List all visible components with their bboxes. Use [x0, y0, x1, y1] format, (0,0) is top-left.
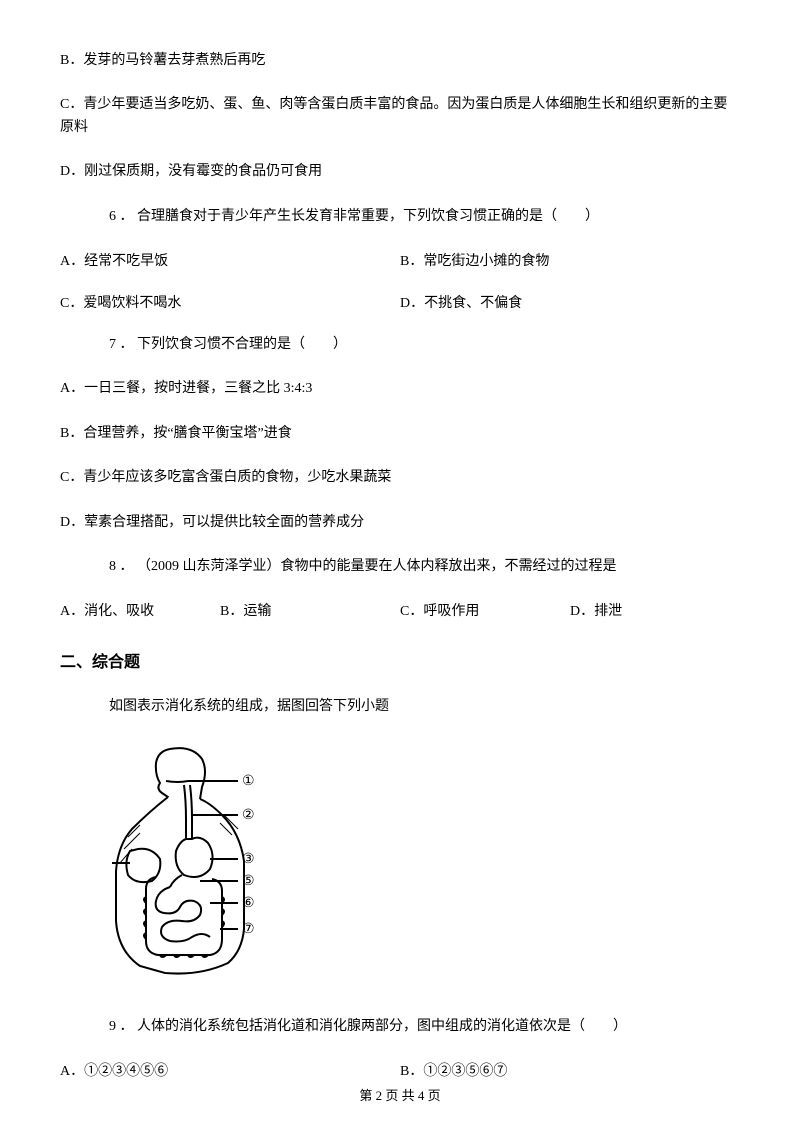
q6-row2: C．爱喝饮料不喝水 D．不挑食、不偏食	[60, 292, 740, 312]
option-d: D．刚过保质期，没有霉变的食品仍可食用	[60, 161, 740, 183]
option-c: C．青少年要适当多吃奶、蛋、鱼、肉等含蛋白质丰富的食品。因为蛋白质是人体细胞生长…	[60, 94, 740, 139]
q9-options: A．①②③④⑤⑥ B．①②③⑤⑥⑦	[60, 1060, 740, 1080]
label-3: ③	[242, 852, 255, 867]
label-7: ⑦	[242, 922, 255, 937]
label-4: ④	[110, 856, 111, 871]
q6-c: C．爱喝饮料不喝水	[60, 292, 400, 312]
q8-b: B．运输	[220, 600, 400, 620]
option-b: B．发芽的马铃薯去芽煮熟后再吃	[60, 50, 740, 72]
q8-options: A．消化、吸收 B．运输 C．呼吸作用 D．排泄	[60, 600, 740, 620]
q7-b: B．合理营养，按“膳食平衡宝塔”进食	[60, 423, 740, 445]
q8-c: C．呼吸作用	[400, 600, 570, 620]
q8-d: D．排泄	[570, 600, 622, 620]
label-5: ⑤	[242, 874, 255, 889]
q7-c: C．青少年应该多吃富含蛋白质的食物，少吃水果蔬菜	[60, 467, 740, 489]
section2-title: 二、综合题	[60, 648, 740, 672]
q6-d: D．不挑食、不偏食	[400, 292, 522, 312]
section2-intro: 如图表示消化系统的组成，据图回答下列小题	[60, 696, 740, 718]
q9-stem: 9 ． 人体的消化系统包括消化道和消化腺两部分，图中组成的消化道依次是（ ）	[60, 1016, 740, 1038]
q6-row1: A．经常不吃早饭 B．常吃街边小摊的食物	[60, 250, 740, 270]
q6-stem: 6 ． 合理膳食对于青少年产生长发育非常重要，下列饮食习惯正确的是（ ）	[60, 206, 740, 228]
q8-a: A．消化、吸收	[60, 600, 220, 620]
q7-stem: 7 ． 下列饮食习惯不合理的是（ ）	[60, 334, 740, 356]
label-1: ①	[242, 774, 255, 789]
label-6: ⑥	[242, 896, 255, 911]
q6-b: B．常吃街边小摊的食物	[400, 250, 549, 270]
q7-d: D．荤素合理搭配，可以提供比较全面的营养成分	[60, 512, 740, 534]
q8-stem: 8 ． （2009 山东菏泽学业）食物中的能量要在人体内释放出来，不需经过的过程…	[60, 556, 740, 578]
page-footer: 第 2 页 共 4 页	[0, 1085, 800, 1104]
q9-a: A．①②③④⑤⑥	[60, 1060, 400, 1080]
q9-b: B．①②③⑤⑥⑦	[400, 1060, 507, 1080]
q6-a: A．经常不吃早饭	[60, 250, 400, 270]
digestive-system-figure: ① ② ③ ④ ⑤ ⑥ ⑦	[110, 741, 740, 976]
label-2: ②	[242, 808, 255, 823]
q7-a: A．一日三餐，按时进餐，三餐之比 3:4:3	[60, 378, 740, 400]
